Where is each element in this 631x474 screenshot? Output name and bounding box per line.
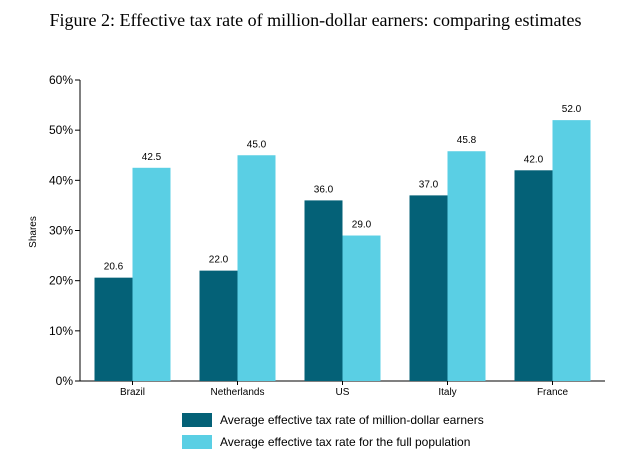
x-tick-label: US <box>336 387 350 398</box>
bar-netherlands-series-1 <box>199 270 238 381</box>
y-tick-label: 20% <box>49 274 73 288</box>
data-label: 52.0 <box>562 104 582 115</box>
legend-label-series-2: Average effective tax rate for the full … <box>220 435 471 449</box>
data-labels: 20.6 42.5 22.0 45.0 36.0 29.0 37.0 45.8 42.0 52.0 <box>104 104 582 273</box>
bar-italy-series-2 <box>447 151 486 381</box>
legend: Average effective tax rate of million-do… <box>182 410 484 454</box>
y-tick-label: 0% <box>56 374 74 388</box>
x-tick-label: Italy <box>438 387 456 398</box>
y-tick-label: 10% <box>49 324 73 338</box>
bar-us-series-2 <box>342 235 381 381</box>
legend-label-series-1: Average effective tax rate of million-do… <box>220 413 484 427</box>
data-label: 29.0 <box>352 220 372 231</box>
bar-us-series-1 <box>304 200 343 381</box>
legend-swatch-series-2 <box>182 435 212 449</box>
x-tick-label: France <box>537 387 569 398</box>
data-label: 20.6 <box>104 262 124 273</box>
bar-france-series-2 <box>552 120 591 381</box>
data-label: 37.0 <box>419 179 439 190</box>
legend-entry-series-1: Average effective tax rate of million-do… <box>182 410 484 430</box>
axes: 0% 10% 20% 30% 40% 50% 60% Brazil Netherlands US I… <box>49 73 605 398</box>
y-axis-label: Shares <box>28 216 39 248</box>
bar-netherlands-series-2 <box>237 155 276 381</box>
data-label: 45.0 <box>247 139 267 150</box>
legend-swatch-series-1 <box>182 413 212 427</box>
y-tick-label: 60% <box>49 73 73 87</box>
x-tick-label: Netherlands <box>211 387 265 398</box>
legend-entry-series-2: Average effective tax rate for the full … <box>182 432 484 452</box>
chart-title: Figure 2: Effective tax rate of million-… <box>49 10 582 30</box>
data-label: 22.0 <box>209 255 229 266</box>
x-tick-label: Brazil <box>120 387 145 398</box>
data-label: 42.0 <box>524 154 544 165</box>
bars <box>94 120 591 381</box>
bar-france-series-1 <box>514 170 553 381</box>
y-tick-label: 50% <box>49 123 73 137</box>
bar-brazil-series-2 <box>132 167 171 381</box>
data-label: 45.8 <box>457 135 477 146</box>
bar-brazil-series-1 <box>94 277 133 381</box>
data-label: 42.5 <box>142 152 162 163</box>
y-tick-label: 30% <box>49 224 73 238</box>
bar-italy-series-1 <box>409 195 448 381</box>
y-tick-label: 40% <box>49 173 73 187</box>
data-label: 36.0 <box>314 184 334 195</box>
